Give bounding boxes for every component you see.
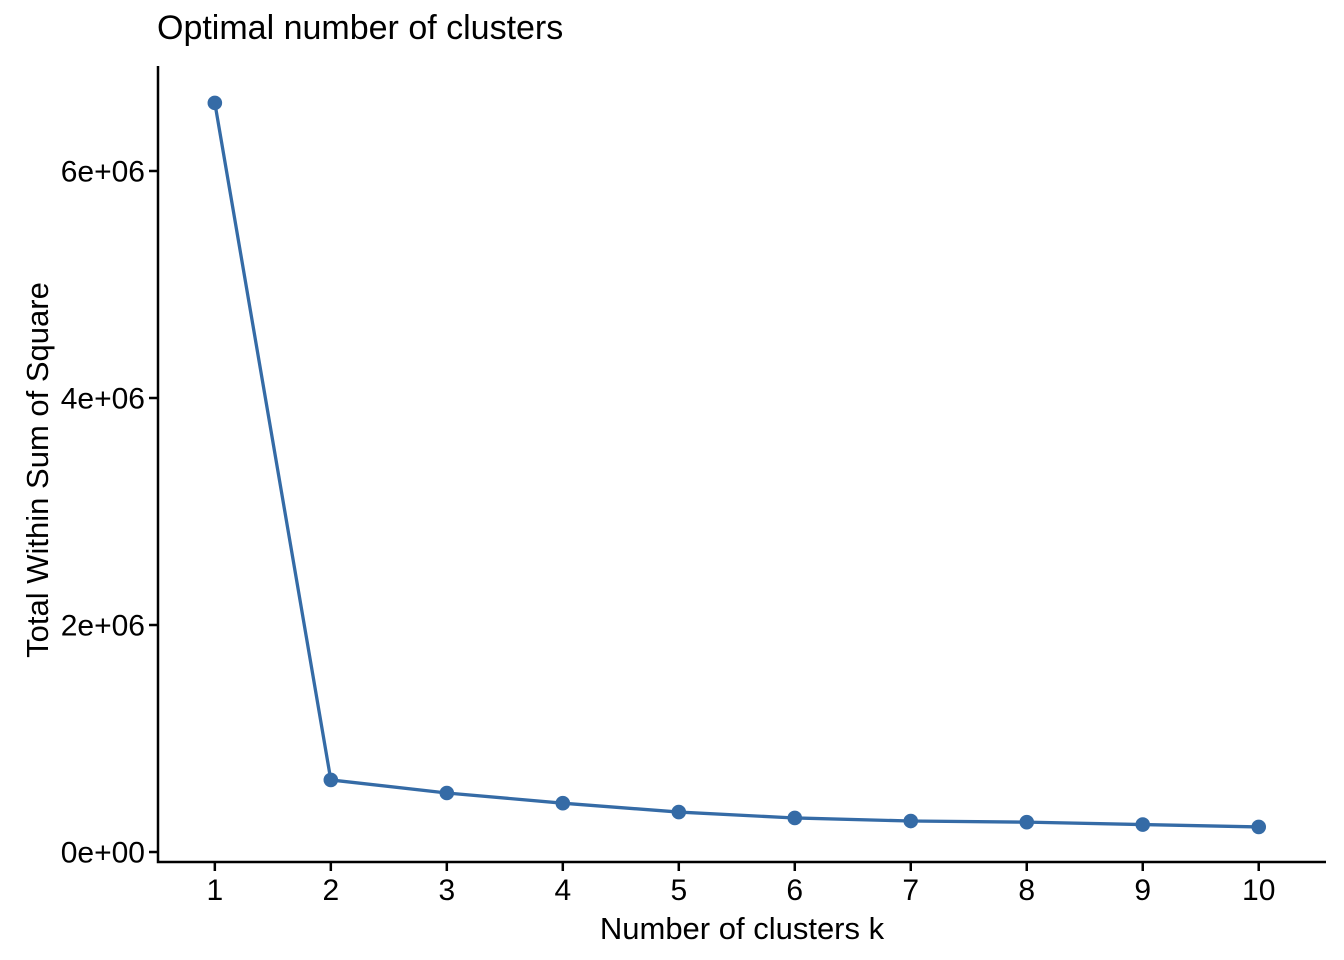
data-point — [1251, 819, 1267, 835]
x-tick-label: 9 — [1134, 874, 1151, 907]
data-point — [1135, 817, 1151, 832]
data-point — [555, 795, 571, 811]
x-tick-label: 8 — [1018, 874, 1035, 907]
data-point — [323, 772, 339, 788]
data-point — [787, 810, 803, 826]
data-point — [207, 95, 223, 111]
series-line — [213, 101, 1261, 829]
data-point — [1019, 814, 1035, 830]
axis-lines — [156, 66, 1326, 864]
x-tick-label: 10 — [1242, 874, 1275, 907]
x-tick-label: 7 — [902, 874, 919, 907]
x-tick-label: 5 — [670, 874, 687, 907]
x-axis-title: Number of clusters k — [599, 911, 885, 946]
y-tick-label: 4e+06 — [61, 382, 145, 415]
y-tick-label: 6e+06 — [61, 155, 145, 188]
x-tick-label: 2 — [322, 874, 339, 907]
data-point — [903, 813, 919, 829]
data-point — [671, 804, 687, 820]
y-tick-label: 0e+00 — [61, 837, 145, 870]
data-point — [439, 785, 455, 801]
x-tick-label: 6 — [786, 874, 803, 907]
x-tick-label: 1 — [206, 874, 223, 907]
chart-title: Optimal number of clusters — [157, 9, 564, 47]
y-tick-label: 2e+06 — [61, 610, 145, 643]
x-tick-label: 4 — [554, 874, 571, 907]
x-tick-label: 3 — [438, 874, 455, 907]
